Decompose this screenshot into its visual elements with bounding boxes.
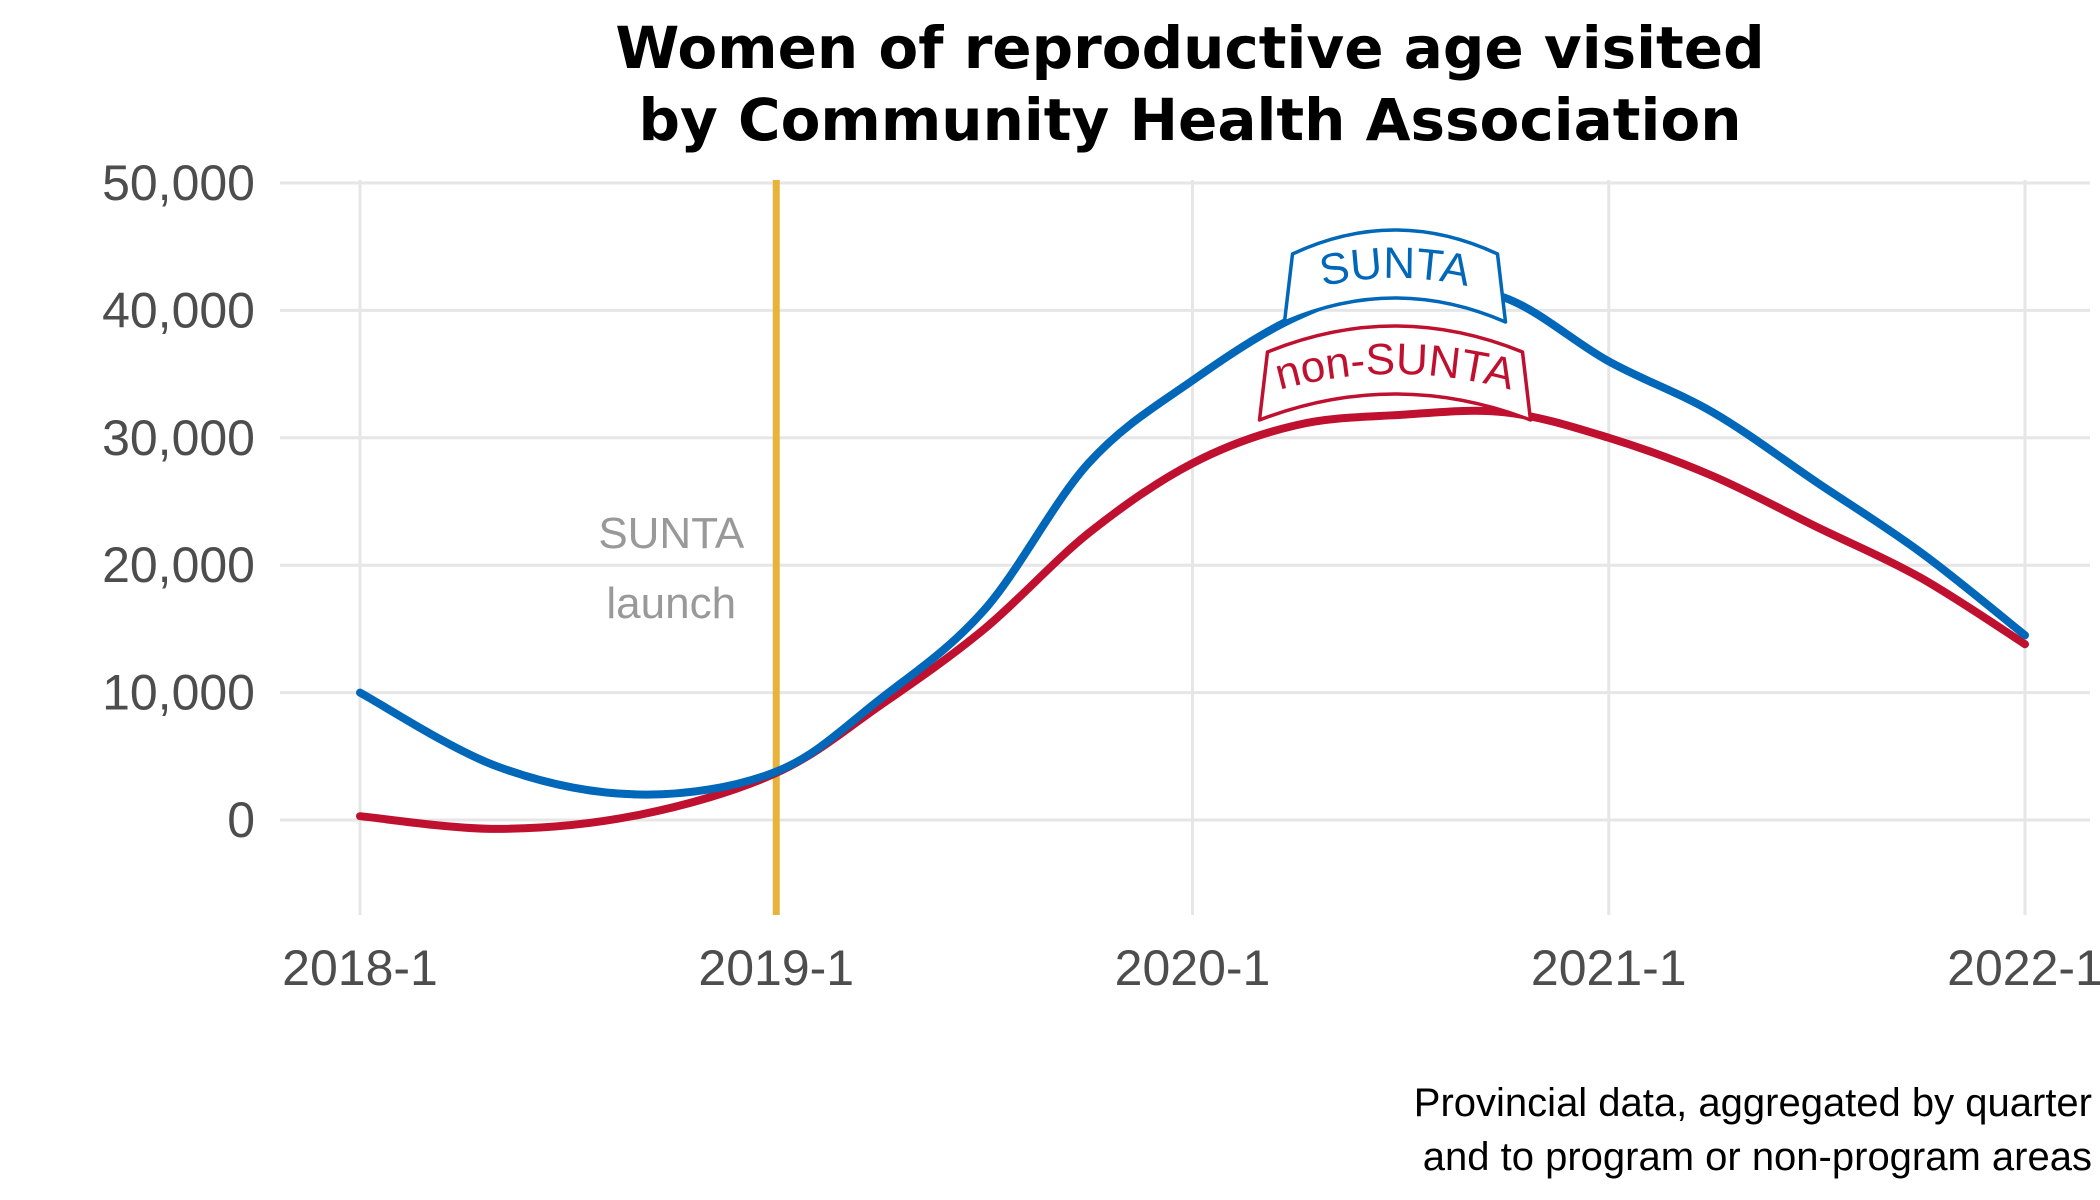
chart-title: Women of reproductive age visited by Com… (615, 14, 1764, 154)
y-tick-label: 40,000 (102, 282, 255, 338)
y-tick-label: 50,000 (102, 155, 255, 211)
series-label-non-sunta: non-SUNTA (1257, 324, 1533, 422)
series-line-non-sunta (356, 406, 2029, 833)
series-layer (356, 279, 2029, 833)
chart-caption: Provincial data, aggregated by quarter a… (1414, 1081, 2092, 1179)
caption-line-1: Provincial data, aggregated by quarter (1414, 1081, 2092, 1125)
chart-title-line-2: by Community Health Association (638, 86, 1741, 154)
chart-title-line-1: Women of reproductive age visited (615, 14, 1764, 82)
launch-annotation-text: launch (606, 579, 736, 628)
series-label-box (1282, 228, 1508, 324)
launch-annotation-text: SUNTA (598, 509, 745, 558)
series-line-sunta (356, 279, 2029, 799)
y-axis: 0 10,000 20,000 30,000 40,000 50,000 (102, 155, 255, 848)
series-label-text: SUNTA (1316, 239, 1476, 296)
x-tick-label: 2020-1 (1115, 940, 1271, 996)
caption-line-2: and to program or non-program areas (1423, 1135, 2092, 1179)
grid (280, 180, 2090, 915)
series-label-box (1257, 324, 1533, 422)
y-tick-label: 10,000 (102, 665, 255, 721)
x-tick-label: 2019-1 (698, 940, 854, 996)
y-tick-label: 20,000 (102, 537, 255, 593)
annotation-layer: SUNTA launch (598, 180, 780, 915)
x-tick-label: 2018-1 (282, 940, 438, 996)
x-tick-label: 2022-1 (1947, 940, 2100, 996)
x-tick-label: 2021-1 (1531, 940, 1687, 996)
x-axis: 2018-1 2019-1 2020-1 2021-1 2022-1 (282, 940, 2100, 996)
series-labels: SUNTA non-SUNTA (1257, 228, 1533, 422)
y-tick-label: 30,000 (102, 410, 255, 466)
series-label-sunta: SUNTA (1282, 228, 1508, 324)
y-tick-label: 0 (227, 792, 255, 848)
